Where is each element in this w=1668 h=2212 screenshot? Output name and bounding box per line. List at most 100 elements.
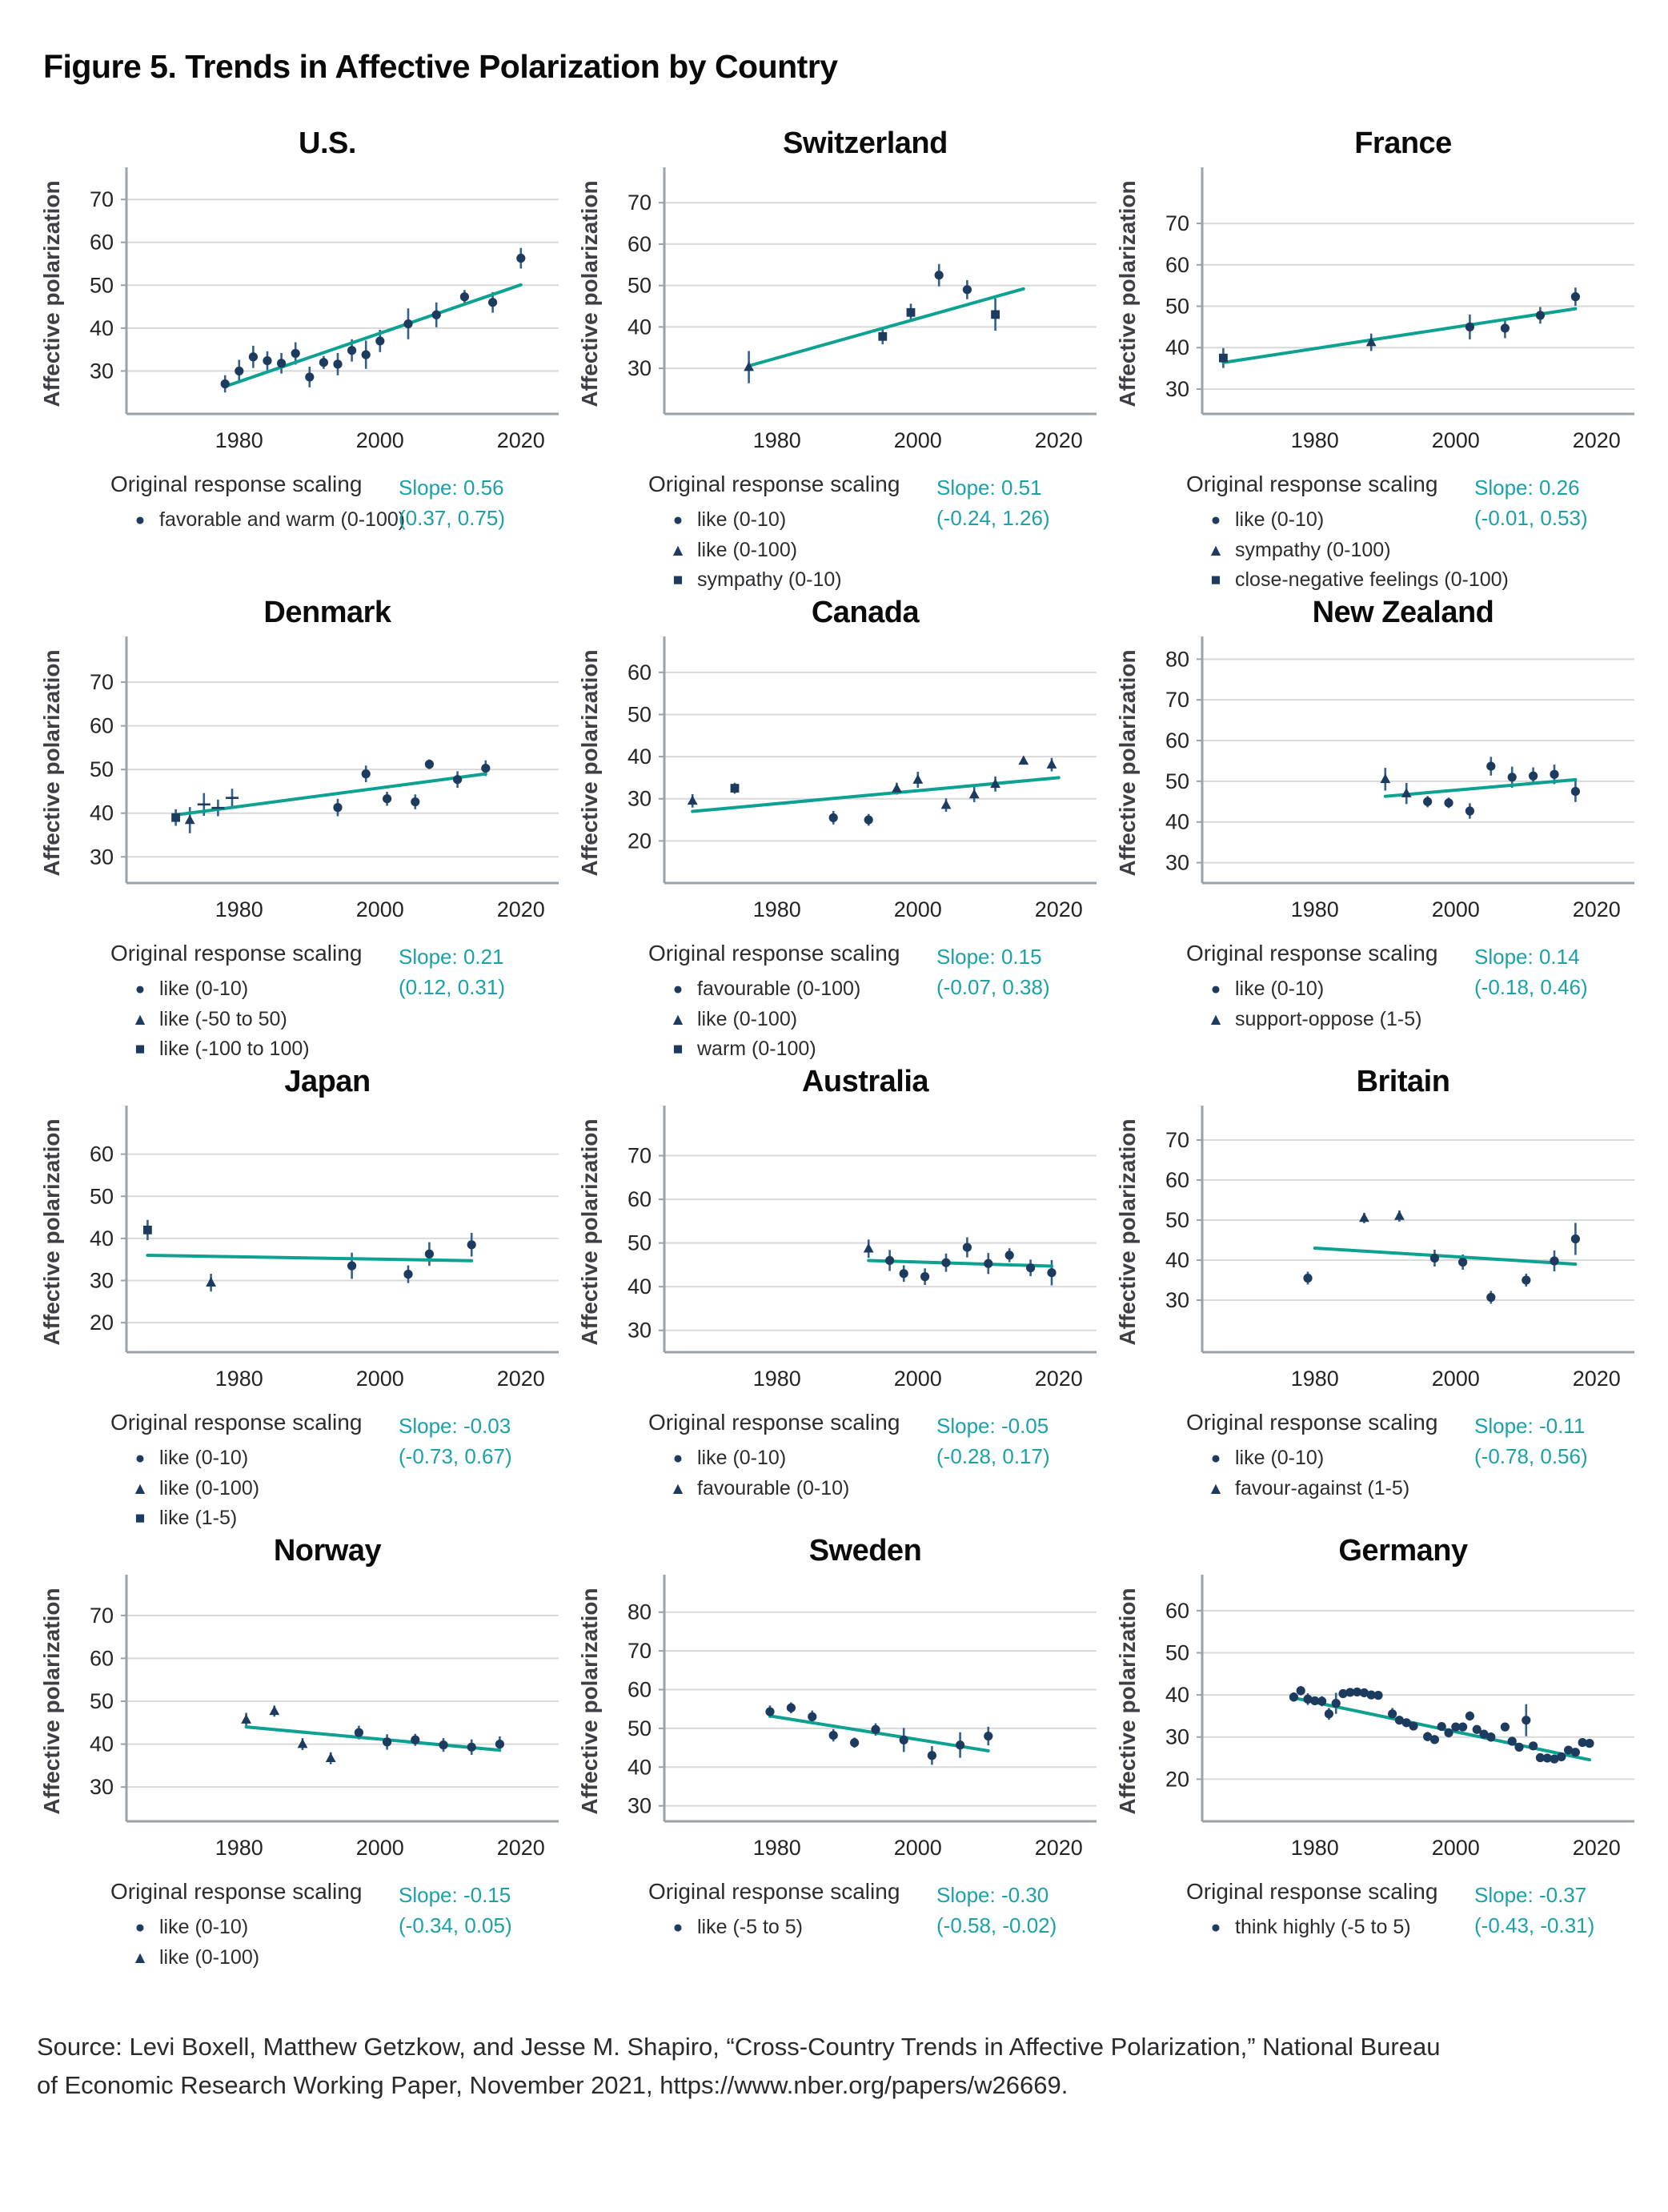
data-point-triangle (968, 789, 980, 799)
slope-value: Slope: 0.26 (1474, 476, 1580, 500)
x-tick-label: 1980 (1291, 1367, 1339, 1391)
x-tick-label: 2000 (1432, 1367, 1480, 1391)
data-point-circle (1522, 1716, 1531, 1725)
legend-item: ▲ favourable (0-10) (668, 1474, 1101, 1504)
x-tick-label: 1980 (215, 428, 263, 452)
data-point-square (1219, 353, 1228, 363)
chart-panel: Sweden 30 40 50 60 70 80 1980 2000 2020 Affective… (573, 1530, 1101, 1993)
x-tick-label: 1980 (753, 1836, 801, 1860)
y-tick-label: 50 (90, 273, 114, 297)
y-tick-label: 50 (628, 1716, 652, 1740)
data-point-triangle (912, 774, 924, 784)
legend-row: Original response scaling ● favorable and… (110, 472, 563, 536)
data-point-circle (1529, 771, 1538, 781)
data-point-circle (1409, 1721, 1418, 1731)
data-point-circle (1535, 1752, 1545, 1763)
data-point-circle (383, 1737, 392, 1747)
data-point-circle (899, 1269, 908, 1279)
y-tick-label: 50 (1165, 1640, 1189, 1664)
data-point-triangle (940, 799, 952, 809)
data-point-circle (1388, 1709, 1397, 1719)
data-point-circle (1550, 1754, 1559, 1764)
data-point-circle (899, 1735, 908, 1744)
legend: Original response scaling ● think highly … (1186, 1879, 1639, 1943)
chart-grid: U.S. 30 40 50 60 70 1980 2000 2020 Affective pol… (35, 122, 1636, 1993)
data-point-triangle (1365, 336, 1377, 347)
data-point-circle (1465, 322, 1474, 331)
y-tick-label: 60 (90, 714, 114, 738)
triangle-icon: ▲ (131, 1010, 149, 1029)
x-tick-label: 1980 (215, 897, 263, 921)
x-tick-label: 1980 (1291, 428, 1339, 452)
legend-label: close-negative feelings (0-100) (1235, 568, 1509, 591)
circle-icon: ● (1210, 1449, 1221, 1468)
slope-ci: (-0.01, 0.53) (1474, 505, 1588, 530)
legend-item: ▲ like (0-100) (668, 536, 1101, 566)
y-tick-label: 60 (90, 1646, 114, 1670)
data-point-circle (1317, 1696, 1327, 1706)
data-point-circle (1310, 1696, 1320, 1706)
legend-title: Original response scaling (1186, 1879, 1438, 1904)
data-point-square (143, 1225, 152, 1234)
slope-ci: (-0.24, 1.26) (936, 505, 1050, 530)
data-point-circle (1550, 769, 1559, 779)
y-tick-label: 70 (1165, 211, 1189, 235)
circle-icon: ● (672, 980, 684, 999)
slope-annotation: Slope: -0.05 (-0.28, 0.17) (936, 1411, 1050, 1471)
data-point-square (171, 813, 180, 822)
legend-label: support-oppose (1-5) (1235, 1007, 1422, 1030)
data-point-triangle (1359, 1212, 1369, 1222)
data-point-circle (828, 813, 838, 823)
data-point-circle (459, 292, 470, 302)
legend-title: Original response scaling (110, 472, 363, 496)
data-point-circle (1570, 786, 1580, 797)
x-tick-label: 2000 (894, 1367, 942, 1391)
legend: Original response scaling ● like (-5 to 5… (648, 1879, 1101, 1943)
x-tick-label: 2020 (1035, 897, 1083, 921)
legend-item: ● favorable and warm (0-100) (130, 505, 563, 536)
circle-icon: ● (134, 511, 146, 530)
y-axis-title: Affective polarization (1115, 1118, 1140, 1345)
slope-value: Slope: -0.37 (1474, 1883, 1587, 1907)
slope-annotation: Slope: -0.30 (-0.58, -0.02) (936, 1881, 1057, 1941)
data-point-triangle (1394, 1210, 1405, 1220)
chart-title: Japan (284, 1065, 371, 1098)
data-point-circle (786, 1703, 796, 1712)
data-point-square (730, 784, 740, 793)
data-point-circle (424, 760, 434, 769)
data-point-circle (808, 1712, 817, 1721)
data-point-circle (1401, 1718, 1411, 1728)
legend-item: ■ like (-100 to 100) (130, 1034, 563, 1065)
data-point-circle (1458, 1257, 1468, 1267)
legend-row: Original response scaling ● like (0-10) ▲ l… (110, 1410, 563, 1534)
legend-label: like (-50 to 50) (159, 1007, 287, 1030)
y-tick-label: 60 (628, 660, 652, 684)
data-point-circle (516, 253, 526, 263)
y-tick-label: 30 (628, 787, 652, 811)
slope-annotation: Slope: 0.14 (-0.18, 0.46) (1474, 942, 1588, 1002)
legend-item: ● like (0-10) (130, 974, 563, 1005)
data-point-circle (1500, 323, 1510, 333)
chart-panel: U.S. 30 40 50 60 70 1980 2000 2020 Affective pol… (35, 122, 563, 585)
data-point-triangle (297, 1738, 308, 1748)
y-tick-label: 60 (628, 1187, 652, 1211)
legend-label: like (0-10) (1235, 508, 1325, 531)
legend-items: ● like (0-10) ▲ favour-against (1-5) (1205, 1443, 1639, 1503)
legend-items: ● like (0-10) ▲ sympathy (0-100) ■ close-nega… (1205, 505, 1639, 596)
y-tick-label: 70 (628, 191, 652, 215)
square-icon: ■ (134, 1040, 146, 1059)
data-point-circle (927, 1751, 936, 1760)
data-point-circle (1359, 1688, 1369, 1698)
chart-plot: 30 40 50 60 70 1980 2000 2020 Affective polariza… (39, 636, 559, 921)
data-point-circle (431, 310, 441, 319)
data-point-circle (956, 1740, 965, 1750)
legend-label: like (-100 to 100) (159, 1038, 310, 1060)
circle-icon: ● (672, 511, 684, 530)
chart-panel: Norway 30 40 50 60 70 1980 2000 2020 Affective p… (35, 1530, 563, 1993)
source-line-1: Source: Levi Boxell, Matthew Getzkow, an… (37, 2033, 1441, 2061)
legend-item: ▲ like (0-100) (130, 1943, 563, 1973)
data-point-circle (354, 1728, 363, 1737)
legend-label: sympathy (0-100) (1235, 538, 1391, 561)
data-point-circle (1472, 1724, 1482, 1734)
legend-row: Original response scaling ● like (0-10) ▲ l… (110, 941, 563, 1065)
